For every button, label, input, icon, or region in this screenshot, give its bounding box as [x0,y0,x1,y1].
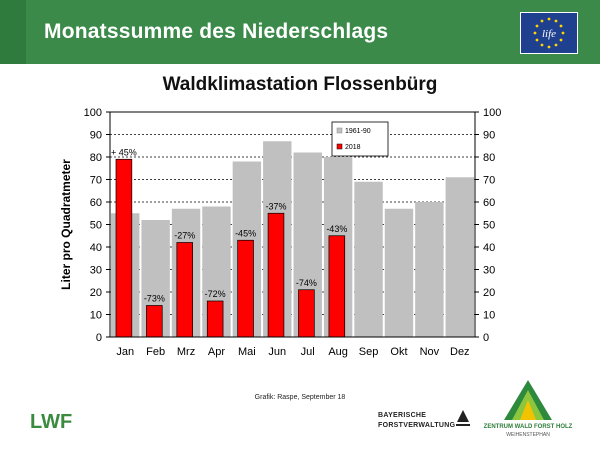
y-tick-left-80: 80 [90,152,102,164]
y-tick-right-80: 80 [483,152,495,164]
y-tick-left-60: 60 [90,197,102,209]
data-label-Jun: -37% [265,201,286,211]
legend-label-1961-90: 1961-90 [345,128,371,135]
x-tick-Dez: Dez [450,346,470,358]
precipitation-chart: + 45% -73% -27% -72% -45% -37% -74% -43% 0 0 10 10 2… [59,107,501,358]
y-tick-left-10: 10 [90,310,102,322]
x-tick-Jul: Jul [301,346,315,358]
bar-2018-Jun [267,212,285,338]
x-tick-Sep: Sep [359,346,379,358]
y-tick-left-30: 30 [90,265,102,277]
x-tick-Okt: Okt [390,346,407,358]
page-title: Monatssumme des Niederschlags [44,20,389,43]
bar-2018-Jan [115,158,133,338]
y-tick-right-60: 60 [483,197,495,209]
eu-life-logo: life [520,12,578,54]
legend-swatch-2018 [336,143,343,150]
y-tick-left-90: 90 [90,130,102,142]
chart-title: Waldklimastation Flossenbürg [162,74,438,95]
bar-2018-Feb [146,305,163,338]
x-tick-Jun: Jun [268,346,286,358]
x-tick-Mrz: Mrz [177,346,195,358]
y-tick-right-90: 90 [483,130,495,142]
data-label-Aug: -43% [326,224,347,234]
y-axis-label: Liter pro Quadratmeter [59,159,73,290]
y-tick-right-10: 10 [483,310,495,322]
x-tick-Nov: Nov [420,346,440,358]
y-tick-right-20: 20 [483,287,495,299]
y-tick-left-40: 40 [90,242,102,254]
data-label-Jul: -74% [296,278,317,288]
data-label-Feb: -73% [144,294,165,304]
graphic-credit: Grafik: Raspe, September 18 [254,394,346,401]
lwf-logo-text: LWF [30,411,72,432]
y-tick-right-50: 50 [483,220,495,232]
bar-2018-Mai [237,239,254,338]
y-tick-left-0: 0 [96,332,102,344]
bar-2018-Apr [206,300,224,338]
header-banner: Monatssumme des Niederschlags life [0,0,600,64]
weihenstephan-text: WEIHENSTEPHAN [506,432,550,438]
y-tick-right-70: 70 [483,175,495,187]
y-tick-left-50: 50 [90,220,102,232]
y-tick-right-40: 40 [483,242,495,254]
bar-2018-Jul [298,289,315,338]
data-label-Jan: + 45% [111,147,137,157]
bayerische-forstverwaltung-logo: BAYERISCHE FORSTVERWALTUNG [378,410,478,434]
bar-1961-90-Okt [384,208,414,337]
y-tick-right-0: 0 [483,332,489,344]
x-tick-Aug: Aug [328,346,348,358]
legend-swatch-1961-90 [336,127,343,134]
bar-1961-90-Sep [354,181,383,337]
y-tick-left-70: 70 [90,175,102,187]
x-tick-Feb: Feb [146,346,165,358]
y-tick-left-20: 20 [90,287,102,299]
header-accent [0,0,26,64]
legend-label-2018: 2018 [345,144,361,151]
bar-1961-90-Dez [445,177,474,337]
bayerische-text: BAYERISCHE [378,412,427,419]
life-logo-text: life [542,28,556,40]
y-tick-right-30: 30 [483,265,495,277]
x-tick-Mai: Mai [238,346,256,358]
mountain-icon [504,380,552,420]
x-tick-Jan: Jan [116,346,134,358]
bar-2018-Mrz [176,242,193,338]
legend-box [331,121,389,157]
lwf-logo: LWF [30,408,80,433]
y-tick-right-100: 100 [483,107,501,119]
zentrum-wald-forst-holz-logo: ZENTRUM WALD FORST HOLZ WEIHENSTEPHAN [478,378,578,440]
bar-1961-90-Nov [415,202,444,337]
data-label-Apr: -72% [205,289,226,299]
data-label-Mai: -45% [235,228,256,238]
x-tick-Apr: Apr [208,346,225,358]
data-label-Mrz: -27% [174,231,195,241]
bar-2018-Aug [328,235,346,338]
zentrum-text: ZENTRUM WALD FORST HOLZ [483,424,573,430]
y-tick-left-100: 100 [84,107,102,119]
tree-icon [456,410,470,426]
forstverwaltung-text: FORSTVERWALTUNG [378,422,456,429]
